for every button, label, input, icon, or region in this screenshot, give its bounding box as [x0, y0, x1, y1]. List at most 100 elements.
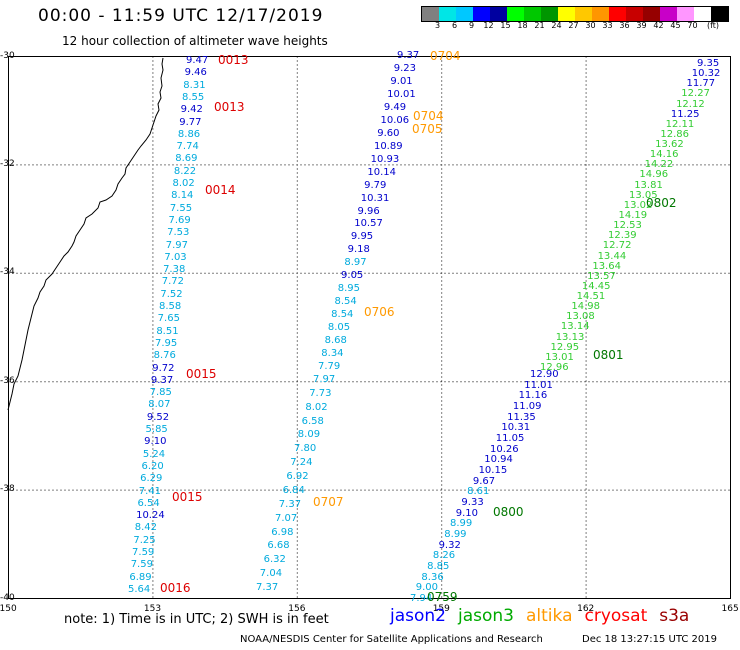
- lat-lon-grid: [8, 56, 731, 599]
- wave-height-value: 9.35: [697, 58, 720, 69]
- wave-height-value: 9.60: [377, 127, 400, 139]
- wave-height-value: 10.06: [380, 114, 410, 126]
- wave-height-value: 5.24: [142, 448, 166, 460]
- wave-height-value: 9.79: [364, 179, 387, 191]
- color-scale-label: 36: [619, 21, 630, 30]
- color-scale-labels: 3 6 9 12 15 18 21 24 27 30 33 36 39 42 45 70 (ft): [421, 21, 725, 30]
- agency-credit: NOAA/NESDIS Center for Satellite Applica…: [240, 634, 543, 645]
- wave-height-value: 8.02: [172, 178, 195, 190]
- wave-height-value: 12.39: [608, 230, 637, 242]
- wave-height-value: 8.85: [427, 561, 450, 572]
- wave-height-value: 14.45: [581, 280, 611, 292]
- wave-height-value: 13.62: [655, 139, 684, 151]
- color-swatch: [626, 7, 643, 21]
- pass-time-label: 0016: [160, 581, 191, 595]
- wave-height-value: 9.01: [390, 75, 413, 87]
- color-scale-label: 39: [636, 21, 647, 30]
- legend-satellite: cryosat: [584, 606, 648, 626]
- wave-height-value: 13.44: [597, 250, 627, 262]
- legend-satellite: jason2: [390, 606, 446, 626]
- wave-height-value: 10.14: [367, 166, 397, 178]
- wave-height-value: 9.10: [144, 436, 167, 448]
- wave-height-value: 6.89: [129, 571, 152, 583]
- wave-height-value: 7.55: [169, 202, 193, 214]
- color-scale-label: 42: [653, 21, 664, 30]
- wave-height-value: 9.32: [438, 539, 461, 551]
- wave-height-value: 7.97: [165, 239, 189, 251]
- color-scale-label: 30: [585, 21, 596, 30]
- wave-height-value: 9.77: [179, 116, 202, 128]
- pass-time-label: 0013: [218, 53, 249, 67]
- color-scale-label: 3: [434, 21, 441, 30]
- color-scale-label: 70: [687, 21, 698, 30]
- wave-height-value: 9.37: [150, 374, 174, 386]
- color-swatch: [575, 7, 592, 21]
- legend-satellite: altika: [526, 606, 573, 626]
- wave-height-value: 8.22: [173, 165, 197, 177]
- wave-height-value: 10.32: [691, 68, 721, 80]
- pass-time-label: 0013: [214, 100, 245, 114]
- wave-height-value: 12.72: [602, 240, 632, 252]
- legend-satellite: jason3: [458, 606, 514, 626]
- color-scale-label: (ft): [706, 21, 720, 30]
- wave-height-value: 6.84: [282, 484, 305, 496]
- wave-height-value: 8.31: [183, 79, 206, 91]
- wave-height-value: 10.15: [478, 465, 508, 476]
- wave-height-value: 9.47: [186, 55, 209, 66]
- satellite-legend: jason2 jason3 altika cryosat s3a: [390, 606, 701, 626]
- wave-height-value: 10.89: [373, 140, 403, 152]
- color-scale-label: 9: [468, 21, 475, 30]
- wave-height-value: 6.29: [140, 473, 163, 485]
- wave-height-value: 14.98: [571, 301, 601, 313]
- wave-height-value: 10.26: [490, 443, 519, 455]
- color-swatch: [660, 7, 677, 21]
- wave-height-value: 9.67: [472, 475, 496, 487]
- latitude-tick-label: -38: [0, 484, 15, 495]
- wave-height-value: 13.64: [592, 260, 621, 272]
- wave-height-value: 7.25: [133, 534, 156, 546]
- generated-timestamp: Dec 18 13:27:15 UTC 2019: [582, 634, 717, 645]
- pass-time-label: 0801: [593, 348, 624, 362]
- latitude-tick-label: -34: [0, 267, 15, 278]
- color-swatch: [439, 7, 456, 21]
- pass-time-label: 0705: [412, 122, 443, 136]
- wave-height-value: 8.54: [331, 309, 354, 321]
- wave-height-value: 7.69: [168, 214, 191, 226]
- wave-height-value: 10.57: [354, 218, 383, 230]
- wave-height-value: 12.96: [540, 362, 569, 373]
- wave-height-value: 8.34: [321, 348, 344, 360]
- wave-height-value: 7.38: [163, 264, 186, 276]
- longitude-tick-label: 162: [577, 604, 595, 614]
- color-scale-label: 21: [534, 21, 545, 30]
- wave-height-value: 13.08: [566, 311, 595, 323]
- wave-height-value: 9.96: [357, 205, 380, 217]
- wave-height-value: 7.03: [164, 251, 187, 263]
- wave-height-value: 8.51: [156, 325, 179, 337]
- color-swatch: [541, 7, 558, 21]
- wave-height-value: 10.01: [387, 88, 416, 100]
- wave-height-value: 10.31: [501, 422, 531, 434]
- wave-height-value: 8.95: [337, 283, 361, 295]
- color-scale-label: 33: [602, 21, 613, 30]
- wave-height-value: 6.32: [263, 554, 286, 566]
- wave-height-value: 7.37: [278, 498, 302, 510]
- wave-height-value: 11.35: [507, 411, 536, 423]
- wave-height-value: 9.52: [146, 411, 170, 423]
- color-scale-label: 18: [517, 21, 528, 30]
- wave-height-value: 9.72: [152, 362, 175, 374]
- color-scale-label: 12: [483, 21, 494, 30]
- wave-height-value: 8.02: [305, 401, 328, 413]
- wave-height-value: 13.02: [623, 199, 653, 211]
- wave-height-value: 7.65: [157, 313, 180, 325]
- wave-height-value: 11.16: [518, 390, 548, 402]
- latitude-tick-label: -36: [0, 375, 15, 386]
- wave-height-value: 7.85: [149, 387, 172, 399]
- wave-height-value: 13.14: [560, 321, 590, 333]
- wave-height-value: 7.07: [275, 512, 298, 524]
- wave-height-value: 8.55: [181, 91, 205, 103]
- pass-time-label: 0802: [646, 196, 677, 210]
- longitude-tick-label: 165: [721, 604, 739, 614]
- color-swatch: [677, 7, 694, 21]
- wave-height-value: 9.18: [347, 244, 370, 256]
